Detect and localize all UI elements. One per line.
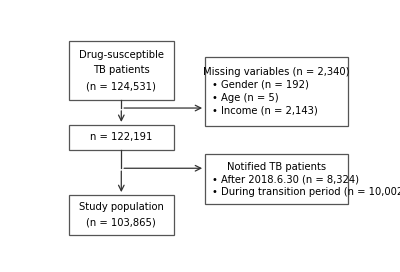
Text: Drug-susceptible: Drug-susceptible [79,50,164,60]
Text: Notified TB patients: Notified TB patients [227,162,326,172]
Text: TB patients: TB patients [93,65,150,75]
Text: • Gender (n = 192): • Gender (n = 192) [212,80,309,90]
Text: • After 2018.6.30 (n = 8,324): • After 2018.6.30 (n = 8,324) [212,174,359,184]
Text: Missing variables (n = 2,340): Missing variables (n = 2,340) [203,67,350,77]
FancyBboxPatch shape [69,195,174,235]
Text: • Income (n = 2,143): • Income (n = 2,143) [212,106,318,116]
FancyBboxPatch shape [69,41,174,100]
Text: • Age (n = 5): • Age (n = 5) [212,93,278,103]
FancyBboxPatch shape [205,154,348,204]
FancyBboxPatch shape [205,57,348,126]
Text: (n = 124,531): (n = 124,531) [86,81,156,91]
FancyBboxPatch shape [69,125,174,150]
Text: n = 122,191: n = 122,191 [90,132,152,142]
Text: Study population: Study population [79,202,164,212]
Text: • During transition period (n = 10,002): • During transition period (n = 10,002) [212,187,400,197]
Text: (n = 103,865): (n = 103,865) [86,218,156,228]
